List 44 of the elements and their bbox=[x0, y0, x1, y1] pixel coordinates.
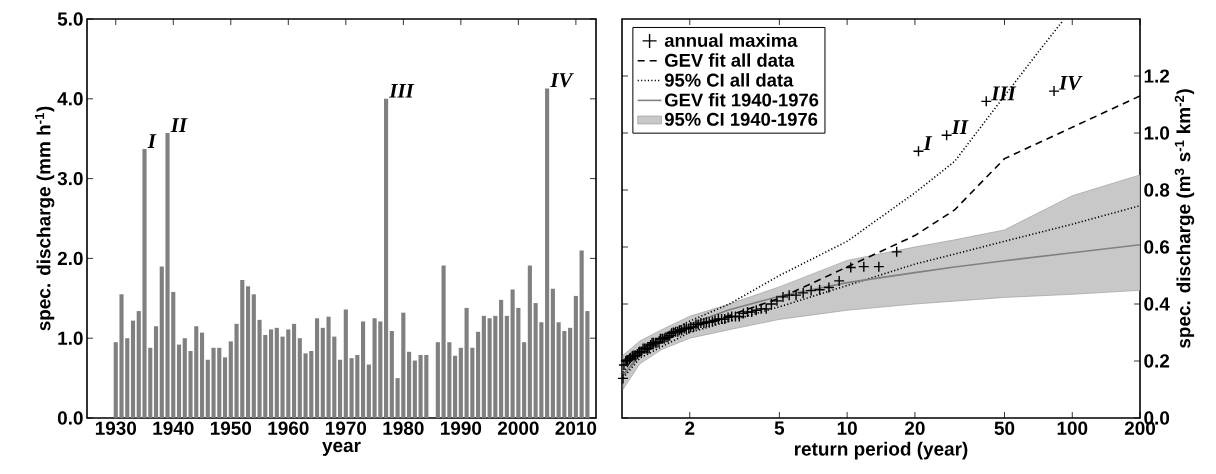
y-tick-label: 0.6 bbox=[1144, 240, 1170, 254]
x-axis-title: return period (year) bbox=[794, 441, 968, 460]
y-tick-label: 0.0 bbox=[57, 411, 83, 425]
annotation: IV bbox=[1058, 75, 1083, 90]
x-tick-label: 1970 bbox=[325, 421, 367, 435]
annotation: III bbox=[389, 83, 415, 98]
x-tick-label: 2010 bbox=[555, 421, 597, 435]
annotation: III bbox=[991, 86, 1017, 101]
x-tick-label: 1930 bbox=[95, 421, 137, 435]
annotation: II bbox=[951, 120, 969, 135]
x-tick-label: 100 bbox=[1057, 421, 1088, 435]
legend-label: GEV fit 1940-1976 bbox=[665, 92, 819, 107]
y-axis-title: spec. discharge (m$^{3}$ s$^{-1}$ km$^{-2}$) bbox=[1174, 89, 1195, 349]
y-tick-label: 4.0 bbox=[57, 92, 83, 106]
y-axis-title: spec. discharge (mm h$^{-1}$) bbox=[34, 106, 55, 331]
annotation: I bbox=[923, 136, 933, 151]
x-tick-label: 2000 bbox=[497, 421, 539, 435]
x-tick-label: 2 bbox=[685, 421, 695, 435]
x-tick-label: 5 bbox=[774, 421, 785, 435]
y-tick-label: 1.0 bbox=[58, 331, 83, 345]
x-tick-label: 1960 bbox=[268, 421, 309, 435]
annotation: II bbox=[170, 118, 188, 132]
annotation: IV bbox=[550, 73, 574, 88]
y-tick-label: 2.0 bbox=[57, 251, 83, 266]
annotation: I bbox=[147, 134, 157, 148]
x-tick-label: 1980 bbox=[383, 421, 424, 435]
x-tick-label: 50 bbox=[994, 421, 1015, 435]
x-tick-label: 20 bbox=[905, 421, 925, 435]
legend-label: 95% CI all data bbox=[664, 73, 794, 87]
y-tick-label: 5.0 bbox=[57, 12, 83, 26]
y-tick-label: 0.8 bbox=[1144, 183, 1170, 197]
y-tick-label: 0.4 bbox=[1144, 297, 1170, 311]
x-axis-title: year bbox=[322, 441, 361, 456]
x-tick-label: 1990 bbox=[440, 421, 482, 435]
legend-label: 95% CI 1940-1976 bbox=[664, 112, 818, 126]
legend-label: GEV fit all data bbox=[665, 53, 795, 67]
y-tick-label: 0.2 bbox=[1144, 354, 1170, 368]
legend-label: annual maxima bbox=[664, 33, 798, 48]
y-tick-label: 1.0 bbox=[1144, 126, 1170, 140]
x-tick-label: 1950 bbox=[210, 421, 252, 435]
x-tick-label: 10 bbox=[837, 421, 857, 435]
x-tick-label: 1940 bbox=[153, 421, 194, 435]
y-tick-label: 1.2 bbox=[1144, 69, 1170, 83]
y-tick-label: 3.0 bbox=[57, 171, 83, 186]
